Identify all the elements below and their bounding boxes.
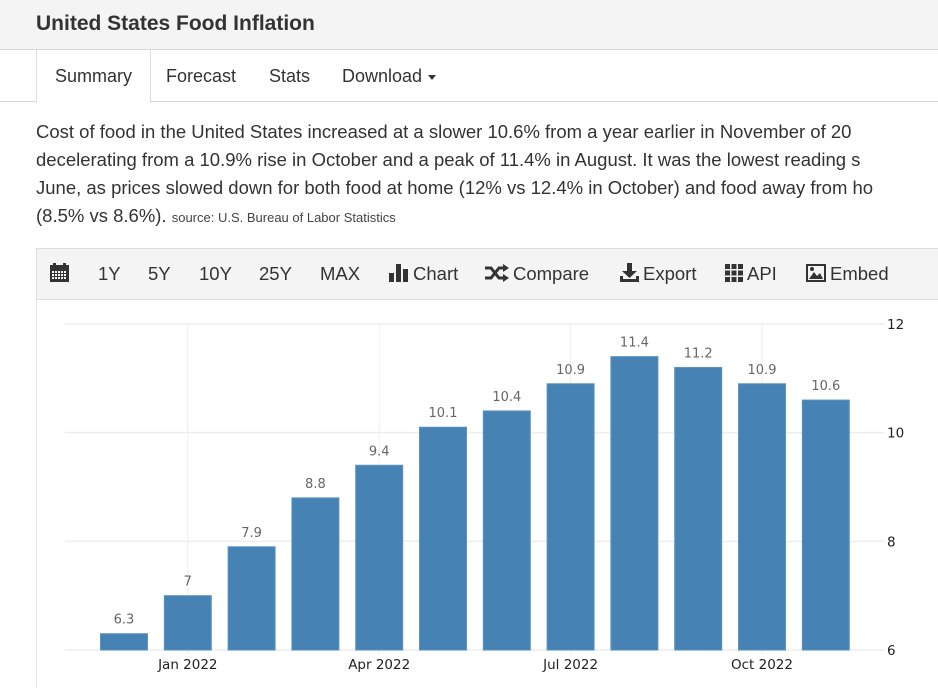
bar [482, 410, 531, 651]
bar-value-label: 8.8 [305, 477, 326, 492]
y-tick-label: 12 [887, 317, 904, 333]
range-25y-button[interactable]: 25Y [259, 263, 292, 284]
y-tick-label: 6 [887, 643, 896, 659]
api-button[interactable]: API [725, 249, 777, 299]
bar-chart-icon [389, 264, 408, 282]
calendar-button[interactable] [50, 249, 73, 299]
tab-label: Stats [269, 66, 311, 86]
bar [291, 497, 340, 651]
grid-icon [725, 264, 743, 282]
embed-label: Embed [830, 263, 889, 284]
summary-line: (8.5% vs 8.6%). [36, 205, 167, 226]
page-title: United States Food Inflation [36, 12, 315, 35]
summary-line: June, as prices slowed down for both foo… [36, 177, 874, 198]
tab-summary[interactable]: Summary [36, 50, 152, 103]
bar-value-label: 10.1 [429, 406, 458, 421]
chart-label: Chart [413, 263, 459, 284]
tab-label: Forecast [166, 66, 237, 86]
tab-forecast[interactable]: Forecast [148, 50, 254, 102]
bar [610, 356, 659, 651]
range-1y-button[interactable]: 1Y [98, 263, 121, 284]
image-icon [806, 264, 826, 282]
bar [674, 366, 723, 651]
download-icon [620, 263, 639, 282]
api-label: API [747, 263, 777, 284]
bar-value-label: 10.4 [492, 390, 521, 405]
x-tick-label: Jan 2022 [157, 657, 217, 673]
export-label: Export [643, 263, 697, 284]
bar [801, 399, 850, 651]
bar [355, 464, 404, 651]
calendar-icon [50, 263, 69, 282]
x-tick-label: Apr 2022 [348, 657, 410, 673]
x-tick-label: Jul 2022 [542, 657, 598, 673]
bar-value-label: 10.9 [556, 363, 585, 378]
tab-download[interactable]: Download [324, 50, 454, 102]
bar [100, 633, 148, 651]
bar-value-label: 11.4 [620, 336, 649, 351]
summary-text: Cost of food in the United States increa… [36, 118, 938, 232]
chart-type-button[interactable]: Chart [389, 249, 458, 299]
export-button[interactable]: Export [620, 249, 696, 299]
bar [738, 383, 786, 651]
shuffle-icon [485, 264, 509, 282]
tab-label: Summary [55, 66, 133, 86]
embed-button[interactable]: Embed [806, 249, 889, 299]
range-5y-button[interactable]: 5Y [148, 263, 171, 284]
range-10y-button[interactable]: 10Y [199, 263, 232, 284]
bar-value-label: 6.3 [114, 613, 135, 628]
tab-label: Download [342, 66, 423, 86]
chart-container: 6 8 10 12 Jan 2022 Apr 2022 Jul 2022 Oct 2022 6.… [36, 300, 938, 688]
bar-value-label: 10.6 [811, 379, 840, 394]
bar-value-label: 11.2 [684, 346, 713, 361]
bar [163, 595, 212, 651]
bar [227, 546, 276, 651]
y-tick-label: 8 [887, 534, 896, 550]
compare-button[interactable]: Compare [485, 249, 589, 299]
tab-stats[interactable]: Stats [251, 50, 328, 102]
bar [546, 383, 595, 651]
range-max-button[interactable]: MAX [320, 263, 361, 284]
bar-value-label: 9.4 [369, 444, 390, 459]
page-header: United States Food Inflation [0, 0, 938, 50]
summary-line: decelerating from a 10.9% rise in Octobe… [36, 149, 861, 170]
tab-bar: Summary Forecast Stats Download [0, 50, 938, 103]
bar [419, 426, 467, 651]
x-tick-label: Oct 2022 [731, 657, 793, 673]
caret-down-icon [428, 74, 437, 80]
bar-chart: 6 8 10 12 Jan 2022 Apr 2022 Jul 2022 Oct 2022 6.… [65, 317, 904, 673]
compare-label: Compare [513, 263, 590, 284]
bar-value-label: 7.9 [241, 526, 262, 541]
bar-value-label: 7 [184, 575, 192, 590]
source-note: source: U.S. Bureau of Labor Statistics [171, 210, 396, 225]
bar-value-label: 10.9 [748, 363, 777, 378]
summary-line-last: (8.5% vs 8.6%). source: U.S. Bureau of L… [36, 202, 938, 232]
y-tick-label: 10 [887, 426, 904, 442]
summary-line: Cost of food in the United States increa… [36, 121, 852, 142]
chart-toolbar: 1Y 5Y 10Y 25Y MAX Chart Compare Export A… [36, 248, 938, 300]
